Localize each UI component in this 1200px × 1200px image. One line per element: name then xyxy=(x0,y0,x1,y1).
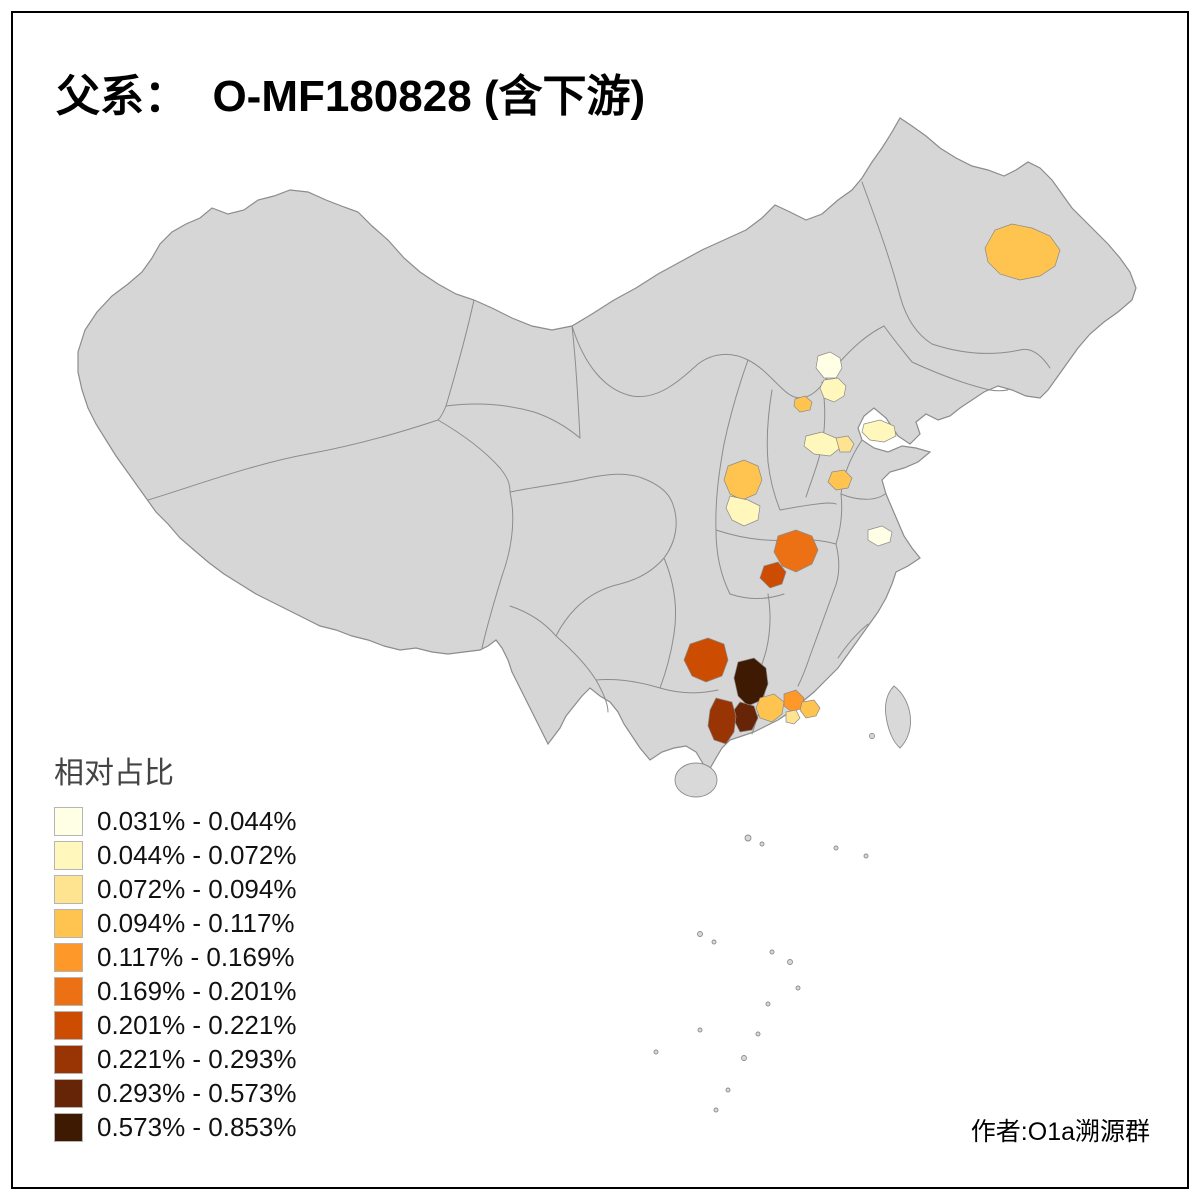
region-hunan-west xyxy=(683,637,729,683)
region-guangdong-west xyxy=(755,693,785,723)
taiwan-island xyxy=(885,685,911,749)
legend-label: 0.031% - 0.044% xyxy=(97,805,297,836)
legend-item: 0.221% - 0.293% xyxy=(54,1042,296,1076)
legend-swatch xyxy=(54,1078,83,1108)
legend-item: 0.201% - 0.221% xyxy=(54,1008,296,1042)
legend-swatch xyxy=(54,1112,83,1142)
legend-label: 0.201% - 0.221% xyxy=(97,1009,297,1040)
legend-label: 0.044% - 0.072% xyxy=(97,839,297,870)
region-guangxi-south xyxy=(707,697,737,745)
region-shanxi-south xyxy=(827,469,853,491)
region-shaanxi-central xyxy=(723,459,763,501)
region-shaanxi-south xyxy=(725,495,761,527)
legend-label: 0.573% - 0.853% xyxy=(97,1111,297,1142)
legend-label: 0.072% - 0.094% xyxy=(97,873,297,904)
legend-swatch xyxy=(54,874,83,904)
region-hebei-gold xyxy=(835,435,855,453)
legend-label: 0.221% - 0.293% xyxy=(97,1043,297,1074)
province-borders xyxy=(147,181,1051,735)
legend-swatch xyxy=(54,806,83,836)
legend-swatch xyxy=(54,942,83,972)
region-guangdong-delta xyxy=(785,709,801,725)
legend-label: 0.169% - 0.201% xyxy=(97,975,297,1006)
mainland-china xyxy=(77,117,1137,774)
region-hubei-southwest xyxy=(759,561,787,589)
legend-label: 0.094% - 0.117% xyxy=(97,907,295,938)
legend-title: 相对占比 xyxy=(54,757,174,790)
legend-item: 0.072% - 0.094% xyxy=(54,872,296,906)
legend-item: 0.169% - 0.201% xyxy=(54,974,296,1008)
legend-item: 0.044% - 0.072% xyxy=(54,838,296,872)
south-china-sea-islands xyxy=(653,733,875,1113)
region-beijing-south xyxy=(819,377,847,403)
region-beijing-north xyxy=(815,351,843,379)
legend: 相对占比 0.031% - 0.044% 0.044% - 0.072% 0.0… xyxy=(54,748,296,1144)
legend-swatch xyxy=(54,840,83,870)
legend-swatch xyxy=(54,908,83,938)
legend-item: 0.293% - 0.573% xyxy=(54,1076,296,1110)
legend-item: 0.094% - 0.117% xyxy=(54,906,296,940)
region-hebei-shanxi xyxy=(803,431,841,457)
legend-item: 0.573% - 0.853% xyxy=(54,1110,296,1144)
hainan-island xyxy=(674,762,718,798)
legend-label: 0.117% - 0.169% xyxy=(97,941,295,972)
region-guangdong-east xyxy=(799,699,821,719)
colored-regions xyxy=(683,223,1061,745)
region-jiangsu-north xyxy=(867,525,893,547)
region-hubei-west xyxy=(773,529,819,573)
author-credit: 作者:O1a溯源群 xyxy=(970,1118,1150,1146)
legend-item: 0.031% - 0.044% xyxy=(54,804,296,838)
map-title: 父系： O-MF180828 (含下游) xyxy=(56,72,646,121)
region-heilongjiang xyxy=(984,223,1061,281)
region-shandong-west xyxy=(861,419,897,443)
legend-swatch xyxy=(54,976,83,1006)
region-hebei-dot xyxy=(793,395,813,413)
legend-swatch xyxy=(54,1044,83,1074)
legend-label: 0.293% - 0.573% xyxy=(97,1077,297,1108)
legend-swatch xyxy=(54,1010,83,1040)
legend-item: 0.117% - 0.169% xyxy=(54,940,296,974)
